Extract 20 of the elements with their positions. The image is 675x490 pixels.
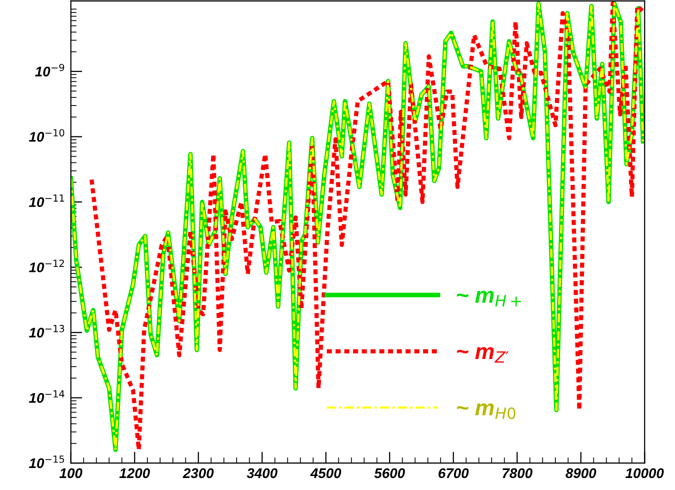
x-tick-label: 3400 bbox=[246, 468, 278, 478]
x-tick-label: 2300 bbox=[182, 468, 214, 478]
x-tick-label: 7800 bbox=[502, 468, 532, 478]
y-tick-label: 10$^{−15}$ bbox=[29, 456, 64, 468]
x-tick-label: 4500 bbox=[310, 468, 342, 478]
x-tick-label: 10000 bbox=[626, 468, 664, 478]
x-tick-label: 1200 bbox=[119, 468, 150, 478]
series-label: ~ m$_{H+}$ bbox=[456, 290, 521, 306]
y-tick-label: 10$^{−11}$ bbox=[29, 194, 64, 208]
y-tick-label: 10$^{−14}$ bbox=[29, 390, 64, 403]
y-tick-label: 10$^{−13}$ bbox=[29, 324, 64, 338]
x-tick-label: 6700 bbox=[438, 468, 469, 478]
y-tick-label: 10$^{−10}$ bbox=[29, 129, 64, 142]
x-tick-label: 8900 bbox=[566, 468, 596, 478]
text: ~ m$_{Z′}$ bbox=[456, 347, 509, 363]
series-label: ~ m$_{H0}$ bbox=[456, 403, 516, 420]
y-tick-label: 10$^{−9}$ bbox=[35, 64, 64, 76]
y-tick-label: 10$^{−12}$ bbox=[29, 260, 64, 272]
x-tick-label: 5600 bbox=[374, 468, 405, 478]
x-tick-label: 100 bbox=[60, 468, 82, 478]
